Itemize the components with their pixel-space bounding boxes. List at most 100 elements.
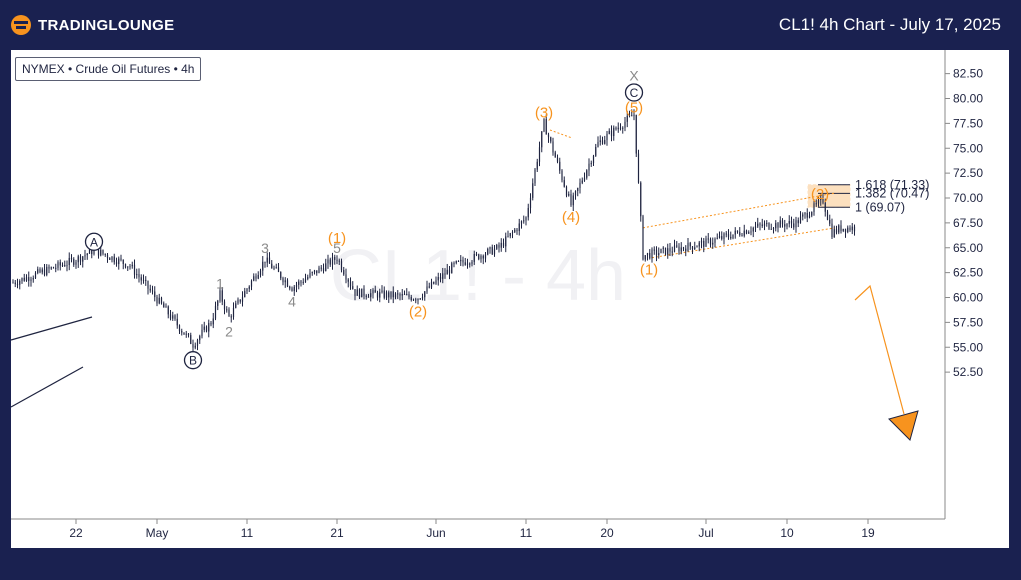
candle-body	[628, 115, 631, 117]
candle-body	[172, 315, 174, 319]
y-tick-label: 62.50	[953, 266, 983, 280]
wave-circle	[183, 351, 203, 370]
candle-body	[214, 305, 217, 319]
chart-title: CL1! 4h Chart - July 17, 2025	[778, 15, 1001, 34]
candle-body	[304, 278, 307, 283]
candle-body	[318, 267, 320, 274]
candle-body	[82, 256, 84, 262]
candle-body	[390, 291, 392, 298]
candle-body	[559, 161, 561, 171]
candle-body	[619, 127, 622, 129]
candle-body	[572, 195, 574, 206]
candle-body	[320, 267, 322, 269]
candle-body	[39, 269, 41, 273]
candle-body	[660, 248, 662, 254]
candle-body	[142, 279, 145, 281]
wave-label: (4)	[562, 209, 580, 226]
candle-body	[606, 133, 608, 141]
candle-body	[709, 238, 712, 245]
candle-body	[808, 215, 811, 218]
candle-body	[824, 202, 826, 212]
y-tick-label: 72.50	[953, 166, 983, 180]
fib-level-label: 1 (69.07)	[855, 200, 905, 214]
candle-body	[397, 293, 399, 295]
candle-body	[282, 278, 284, 283]
candle-body	[174, 315, 176, 319]
candle-body	[381, 290, 383, 293]
candle-body	[309, 273, 311, 278]
candle-body	[59, 262, 61, 266]
candle-body	[347, 279, 349, 282]
candle-body	[113, 256, 115, 263]
candle-body	[246, 288, 248, 292]
wave-label: 1	[216, 276, 224, 292]
candle-body	[448, 269, 451, 274]
candle-body	[138, 274, 140, 278]
candle-body	[586, 170, 588, 178]
candle-body	[624, 121, 626, 128]
candle-body	[842, 228, 844, 231]
candle-body	[221, 290, 223, 302]
candle-body	[403, 294, 406, 296]
candle-body	[714, 238, 716, 243]
candle-body	[700, 240, 703, 243]
candle-body	[777, 223, 779, 228]
wedge-lower-line	[10, 366, 84, 408]
candle-body	[460, 259, 462, 262]
candle-body	[565, 186, 568, 196]
candle-body	[421, 297, 424, 299]
candle-body	[806, 213, 808, 218]
wave-circle-text: A	[90, 235, 98, 249]
candle-body	[529, 197, 532, 208]
candle-body	[851, 226, 853, 231]
candle-body	[111, 256, 113, 260]
candle-body	[64, 265, 66, 267]
candle-body	[367, 296, 370, 298]
candle-body	[127, 266, 129, 268]
candle-body	[55, 267, 57, 269]
candle-body	[271, 263, 273, 269]
candle-body	[655, 249, 658, 256]
candle-body	[678, 246, 680, 252]
wave-circle	[624, 83, 644, 102]
brand-logo: TRADINGLOUNGE	[10, 13, 174, 37]
candle-body	[667, 248, 669, 255]
candle-body	[408, 294, 410, 298]
candle-body	[601, 140, 604, 144]
candle-body	[23, 277, 25, 281]
wave-label: 2	[225, 323, 233, 339]
candle-body	[721, 236, 723, 239]
candle-body	[50, 267, 52, 269]
candle-body	[811, 212, 813, 216]
candle-body	[424, 291, 426, 298]
candle-body	[849, 227, 851, 231]
candle-body	[718, 236, 721, 238]
candle-body	[388, 292, 390, 298]
candle-body	[804, 213, 806, 215]
candle-body	[444, 273, 446, 275]
candle-body	[370, 293, 372, 298]
candle-body	[847, 227, 849, 232]
candle-body	[237, 299, 239, 304]
candle-body	[658, 253, 660, 256]
x-tick-label: Jun	[426, 526, 445, 540]
candle-body	[487, 248, 489, 255]
candle-body	[331, 257, 334, 265]
candle-body	[617, 127, 619, 130]
candle-body	[831, 223, 833, 238]
wave-label: (2)	[811, 186, 829, 203]
candle-body	[327, 259, 329, 264]
candle-body	[230, 316, 232, 318]
candle-body	[696, 246, 698, 248]
candle-body	[615, 127, 617, 130]
candle-body	[489, 247, 491, 249]
candle-body	[410, 297, 412, 301]
candle-body	[57, 262, 59, 268]
x-tick-label: Jul	[698, 526, 713, 540]
candle-body	[392, 291, 394, 298]
brand-name: TRADINGLOUNGE	[38, 16, 175, 34]
candle-body	[194, 345, 196, 348]
candle-body	[160, 297, 163, 304]
candle-body	[145, 279, 147, 281]
